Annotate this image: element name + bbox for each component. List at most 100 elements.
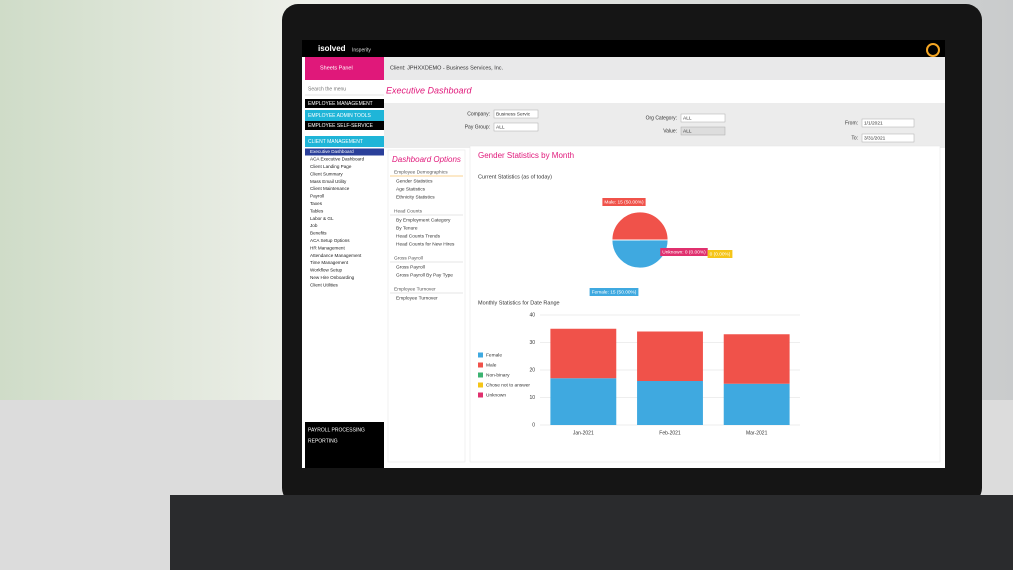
menu-section-label[interactable]: EMPLOYEE MANAGEMENT [308,101,373,107]
menu-item[interactable]: Client Maintenance [310,186,350,191]
filter-input[interactable] [680,126,726,136]
x-tick-label: Feb-2021 [659,430,681,436]
y-tick-label: 10 [529,395,535,401]
menu-item[interactable]: Client Landing Page [310,164,352,169]
menu-section[interactable] [305,99,384,108]
client-bar [384,57,945,80]
bar-segment [723,383,790,425]
y-tick-label: 20 [529,367,535,373]
menu-item[interactable]: Benefits [310,231,327,236]
filter-input[interactable] [861,118,915,128]
y-tick-label: 0 [532,422,535,428]
pie-label-box [589,288,639,296]
panel-title: Gender Statistics by Month [478,151,574,160]
logo-icon [926,43,940,57]
options-title: Dashboard Options [392,155,461,164]
bar-segment [723,334,790,384]
filter-label: Value: [663,128,677,134]
menu-item[interactable]: Attendance Management [310,253,362,258]
filter-value[interactable]: ALL [496,124,505,130]
menu-bottom-item[interactable]: REPORTING [308,438,338,444]
sheets-panel[interactable] [305,57,384,80]
option-item[interactable]: Gender Statistics [396,178,433,184]
legend-label: Non-binary [486,372,510,378]
pie-label: 0 (0.00%) [710,251,731,257]
option-item[interactable]: Employee Turnover [396,295,438,301]
option-item[interactable]: Gross Payroll By Pay Type [396,272,453,278]
filter-value[interactable]: ALL [683,115,692,121]
menu-section[interactable] [305,110,384,121]
legend-swatch [478,392,483,398]
option-item[interactable]: Head Counts for New Hires [396,241,455,247]
menu-item[interactable]: Labor & GL [310,216,334,221]
bar-segment [550,378,617,425]
menu-item[interactable]: Workflow Setup [310,268,343,273]
sheets-panel-label[interactable]: Sheets Panel [320,65,353,71]
menu-item[interactable]: Executive Dashboard [310,149,354,154]
bar-title: Monthly Statistics for Date Range [478,300,560,306]
filter-label: To: [851,135,858,141]
menu-item[interactable]: HR Management [310,245,345,250]
menu-item[interactable]: Payroll [310,194,324,199]
option-heading: Employee Demographics [394,169,448,175]
pie-label: Female: 15 (50.00%) [592,289,637,295]
legend-swatch [478,362,483,368]
filter-input[interactable] [680,113,726,123]
menu-item[interactable]: Taxes [310,201,323,206]
top-bar [302,40,945,57]
menu-item[interactable]: Tables [310,208,324,213]
bar-segment [637,381,703,425]
y-tick-label: 30 [529,340,535,346]
menu-section-label[interactable]: EMPLOYEE ADMIN TOOLS [308,113,372,119]
menu-item[interactable]: ACA Setup Options [310,238,350,243]
menu-section-label[interactable]: EMPLOYEE SELF-SERVICE [308,123,374,129]
filter-band [384,103,945,148]
menu-section-label[interactable]: CLIENT MANAGEMENT [308,139,363,145]
y-tick-label: 40 [529,312,535,318]
x-tick-label: Mar-2021 [746,430,768,436]
menu-item[interactable]: ACA Executive Dashboard [310,157,365,162]
partner: Insperity [352,47,371,53]
filter-input[interactable] [493,109,539,119]
legend-label: Male [486,362,497,368]
filter-label: Company: [467,111,490,117]
option-item[interactable]: Ethnicity Statistics [396,194,435,200]
filter-label: From: [845,120,858,126]
keyboard [170,495,1013,570]
menu-item-selected[interactable] [305,148,384,156]
filter-value[interactable]: 1/1/2021 [864,120,883,126]
menu-item[interactable]: Mass Email Utility [310,179,347,184]
search-menu[interactable]: Search the menu [308,86,346,92]
option-heading: Gross Payroll [394,255,423,261]
option-heading: Head Counts [394,208,423,214]
menu-item[interactable]: Client Summary [310,171,343,176]
menu-item[interactable]: Client Utilities [310,282,339,287]
legend-swatch [478,382,483,388]
filter-value[interactable]: Business Servic [496,111,531,117]
client-label: Client: JPHXXDEMO - Business Services, I… [390,65,504,71]
option-item[interactable]: By Employment Category [396,217,451,223]
legend-swatch [478,352,483,358]
chart-panel [469,145,941,463]
filter-input[interactable] [493,122,539,132]
filter-value[interactable]: ALL [683,128,692,134]
menu-bottom-item[interactable]: PAYROLL PROCESSING [308,427,365,433]
menu-item[interactable]: Time Management [310,260,349,265]
filter-input[interactable] [861,133,915,143]
pie-label-box [707,250,733,258]
filter-value[interactable]: 3/31/2021 [864,135,886,141]
menu-item[interactable]: New Hire Onboarding [310,275,355,280]
option-item[interactable]: Age Statistics [396,186,426,192]
menu-item[interactable]: Job [310,223,318,228]
pie-label-box [660,248,708,256]
menu-section[interactable] [305,136,384,147]
option-item[interactable]: Head Counts Trends [396,233,441,239]
legend-label: Unknown [486,392,506,398]
legend-label: Chose not to answer [486,382,530,388]
option-item[interactable]: Gross Payroll [396,264,425,270]
menu-section[interactable] [305,121,384,130]
pie-slice [611,211,669,241]
pie-label: Unknown: 0 (0.00%) [662,249,706,255]
option-item[interactable]: By Tenure [396,225,418,231]
page-title: Executive Dashboard [386,85,473,95]
